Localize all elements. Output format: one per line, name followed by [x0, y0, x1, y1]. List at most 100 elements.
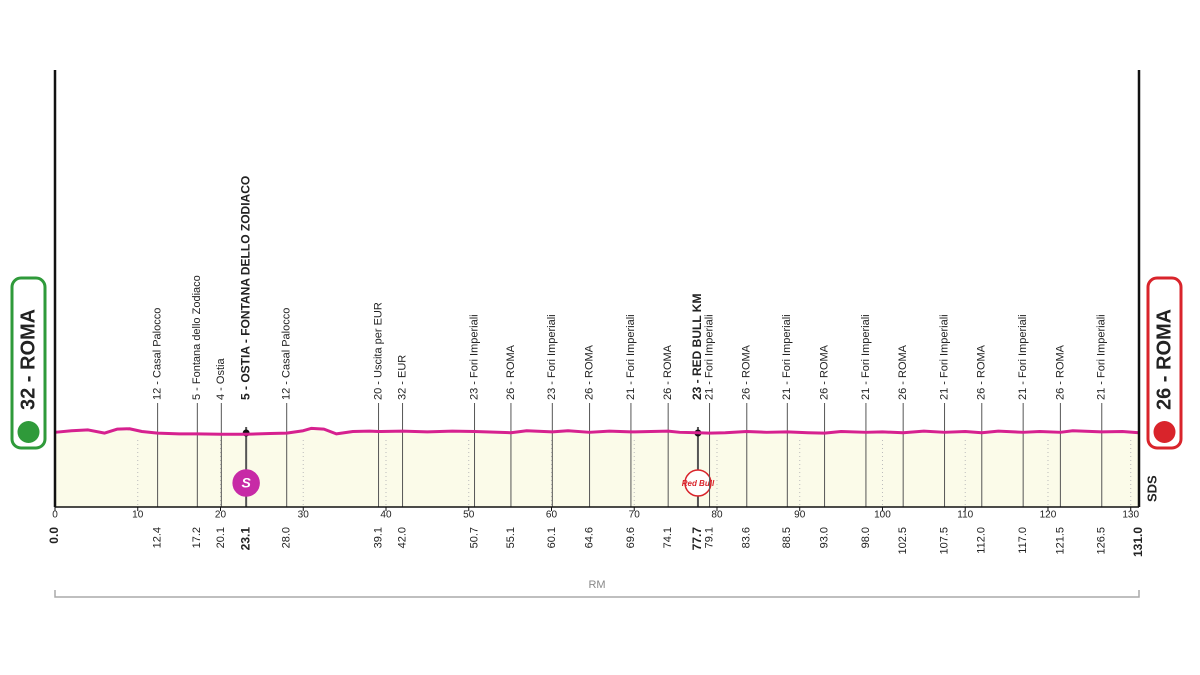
- x-tick-label: 60: [546, 510, 558, 521]
- waypoint-name: 5 - OSTIA - FONTANA DELLO ZODIACO: [238, 176, 252, 400]
- finish-box: [1146, 276, 1183, 450]
- waypoint-km: 60.1: [546, 527, 558, 548]
- waypoint-name: 21 - Fori Imperiali: [781, 314, 793, 400]
- waypoint-km: 117.0: [1017, 527, 1029, 554]
- x-tick-label: 20: [215, 510, 227, 521]
- waypoint-km: 42.0: [396, 527, 408, 548]
- waypoint-name: 26 - ROMA: [897, 344, 909, 400]
- waypoint: 23 - Fori Imperiali 50.7: [468, 314, 480, 548]
- region-label: RM: [588, 579, 605, 591]
- start-label: 32 - ROMA: [17, 309, 39, 410]
- waypoint: 5 - OSTIA - FONTANA DELLO ZODIACO 23.1 S: [232, 176, 260, 551]
- waypoint-name: 23 - RED BULL KM: [690, 294, 704, 400]
- waypoint-name: 12 - Casal Palocco: [152, 308, 164, 400]
- waypoint: 26 - ROMA 74.1: [662, 344, 674, 548]
- waypoint-name: 12 - Casal Palocco: [281, 308, 293, 400]
- waypoint: 21 - Fori Imperiali 79.1: [703, 314, 715, 548]
- finish-icon: [1153, 421, 1176, 443]
- waypoint-km: 79.1: [703, 527, 715, 548]
- waypoint-icon: [684, 469, 712, 497]
- waypoint-icon-label: Red Bull: [682, 479, 715, 488]
- brand: SDS: [1144, 475, 1159, 502]
- waypoint-name: 21 - Fori Imperiali: [1017, 314, 1029, 400]
- start-box: [10, 276, 47, 450]
- waypoint-name: 32 - EUR: [396, 355, 408, 400]
- waypoint-name: 26 - ROMA: [1054, 344, 1066, 400]
- waypoint-name: 23 - Fori Imperiali: [546, 314, 558, 400]
- waypoint-km: 74.1: [662, 527, 674, 548]
- waypoint-km: 83.6: [741, 527, 753, 548]
- region-bracket: [54, 590, 1140, 598]
- waypoint-icon: [232, 469, 260, 497]
- finish-km: 131.0: [1131, 527, 1145, 557]
- x-tick-label: 30: [298, 510, 310, 521]
- waypoint-km: 23.1: [238, 527, 252, 551]
- waypoint-km: 17.2: [191, 527, 203, 548]
- waypoint: 26 - ROMA 83.6: [741, 344, 753, 548]
- x-tick-label: 100: [874, 510, 891, 521]
- start-km: 0.0: [47, 527, 61, 544]
- waypoint: 21 - Fori Imperiali 117.0: [1017, 314, 1029, 553]
- waypoint-km: 107.5: [938, 527, 950, 555]
- waypoint-name: 4 - Ostia: [215, 358, 227, 400]
- x-tick-label: 40: [380, 510, 392, 521]
- x-tick-label: 10: [132, 510, 144, 521]
- waypoint: 23 - RED BULL KM 77.7 Red Bull: [682, 294, 715, 551]
- x-tick-label: 80: [711, 510, 723, 521]
- waypoint: 20 - Uscita per EUR 39.1: [372, 302, 384, 548]
- profile-fill: [55, 428, 1139, 507]
- waypoint-km: 12.4: [152, 527, 164, 548]
- waypoint: 21 - Fori Imperiali 98.0: [860, 314, 872, 548]
- waypoint-km: 112.0: [976, 527, 988, 554]
- waypoint-km: 102.5: [897, 527, 909, 555]
- waypoint: 12 - Casal Palocco 12.4: [152, 308, 164, 549]
- waypoint: 4 - Ostia 20.1: [215, 358, 227, 549]
- finish-label: 26 - ROMA: [1153, 309, 1175, 410]
- waypoint: 26 - ROMA 112.0: [976, 344, 988, 553]
- waypoint-name: 26 - ROMA: [662, 344, 674, 400]
- waypoint-km: 64.6: [583, 527, 595, 548]
- waypoint-name: 26 - ROMA: [583, 344, 595, 400]
- waypoint-name: 23 - Fori Imperiali: [468, 314, 480, 400]
- waypoint-name: 26 - ROMA: [505, 344, 517, 400]
- waypoint-km: 98.0: [860, 527, 872, 548]
- waypoint-name: 20 - Uscita per EUR: [372, 302, 384, 400]
- waypoint: 26 - ROMA 64.6: [583, 344, 595, 548]
- waypoint: 21 - Fori Imperiali 69.6: [625, 314, 637, 548]
- waypoint-km: 93.0: [818, 527, 830, 548]
- waypoint-name: 5 - Fontana dello Zodiaco: [191, 275, 203, 400]
- waypoint-km: 20.1: [215, 527, 227, 548]
- waypoint-km: 55.1: [505, 527, 517, 548]
- waypoint-name: 21 - Fori Imperiali: [1096, 314, 1108, 400]
- waypoint-km: 50.7: [468, 527, 480, 548]
- waypoint-name: 26 - ROMA: [976, 344, 988, 400]
- waypoint-km: 39.1: [372, 527, 384, 548]
- x-tick-label: 90: [794, 510, 806, 521]
- x-tick-label: 0: [52, 510, 58, 521]
- waypoint-name: 21 - Fori Imperiali: [938, 314, 950, 400]
- x-tick-label: 50: [463, 510, 475, 521]
- waypoint-km: 28.0: [281, 527, 293, 548]
- waypoint-name: 21 - Fori Imperiali: [860, 314, 872, 400]
- waypoint: 21 - Fori Imperiali 88.5: [781, 314, 793, 548]
- waypoint: 23 - Fori Imperiali 60.1: [546, 314, 558, 548]
- waypoint-icon-label: S: [241, 475, 251, 491]
- waypoint-km: 77.7: [690, 527, 704, 551]
- waypoint: 26 - ROMA 93.0: [818, 344, 830, 548]
- waypoint-name: 26 - ROMA: [818, 344, 830, 400]
- profile-line: [54, 426, 1140, 436]
- waypoint: 5 - Fontana dello Zodiaco 17.2: [191, 275, 203, 548]
- waypoint-name: 21 - Fori Imperiali: [703, 314, 715, 400]
- waypoint: 12 - Casal Palocco 28.0: [281, 308, 293, 549]
- waypoint-km: 126.5: [1096, 527, 1108, 555]
- waypoint-name: 21 - Fori Imperiali: [625, 314, 637, 400]
- waypoint: 21 - Fori Imperiali 107.5: [938, 314, 950, 554]
- start-icon: [17, 421, 40, 443]
- x-tick-label: 70: [629, 510, 641, 521]
- x-tick-label: 120: [1040, 510, 1057, 521]
- waypoint-km: 121.5: [1054, 527, 1066, 555]
- x-tick-label: 110: [957, 510, 973, 521]
- waypoint: 26 - ROMA 102.5: [897, 344, 909, 554]
